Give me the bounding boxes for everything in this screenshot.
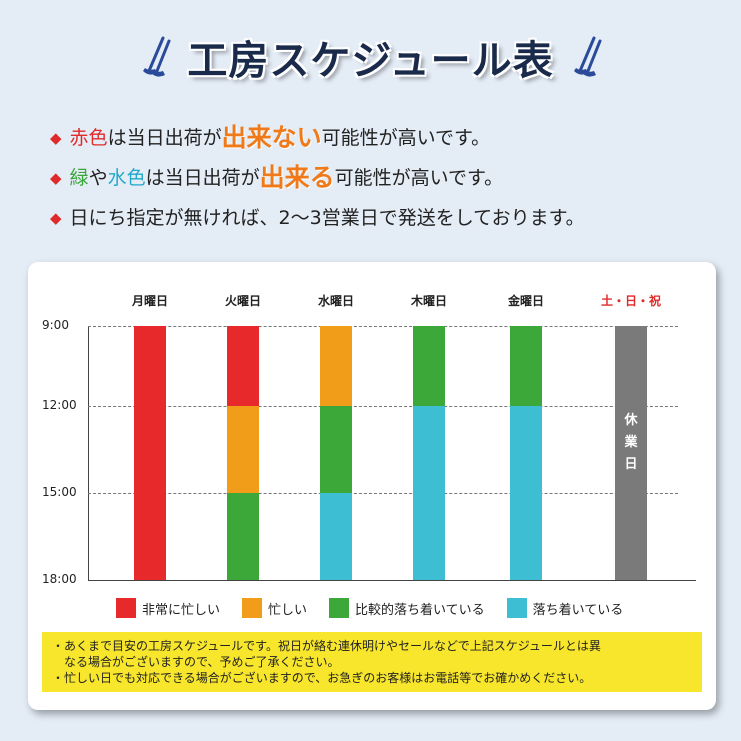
time-tick-label: 12:00	[42, 398, 77, 412]
note-line: ◆ 日にち指定が無ければ、2〜3営業日で発送をしております。	[50, 198, 585, 238]
gridline	[88, 406, 678, 407]
note-text: 水色	[107, 167, 146, 189]
legend-label: 非常に忙しい	[142, 602, 221, 618]
schedule-bar-segment	[320, 406, 352, 493]
note-line: ◆ 緑や水色 は当日出荷が 出来る 可能性が高いです。	[50, 158, 585, 198]
page-title: 工房スケジュール表	[187, 38, 554, 84]
schedule-bar-segment	[615, 326, 647, 580]
note-text: 緑	[69, 167, 89, 189]
legend-item: 比較的落ち着いている	[329, 598, 485, 618]
legend-label: 比較的落ち着いている	[355, 602, 485, 618]
schedule-bar-segment	[227, 326, 259, 406]
footnote-line: なる場合がございますので、予めご了承ください。	[52, 655, 340, 669]
day-label: 木曜日	[410, 294, 447, 308]
diamond-bullet-icon: ◆	[50, 209, 62, 227]
legend-swatch	[242, 598, 263, 618]
day-label: 金曜日	[507, 294, 544, 308]
day-label: 火曜日	[224, 294, 261, 308]
schedule-bar-segment	[413, 326, 445, 406]
closed-label-char: 日	[624, 457, 638, 472]
schedule-bar-segment	[413, 406, 445, 580]
footnote-line: ・あくまで目安の工房スケジュールです。祝日が絡む連休明けやセールなどで上記スケジ…	[52, 639, 601, 653]
note-text: 赤色	[69, 127, 108, 149]
notes-list: ◆ 赤色 は当日出荷が 出来ない 可能性が高いです。 ◆ 緑や水色 は当日出荷が 出来る 可能性が…	[50, 118, 585, 238]
legend-item: 落ち着いている	[506, 598, 624, 618]
footnote-line: ・忙しい日でも対応できる場合がございますので、お急ぎのお客様はお電話等でお確かめ…	[52, 671, 592, 685]
note-text: や	[88, 167, 108, 189]
schedule-bar-segment	[227, 493, 259, 580]
title-bar: 工房スケジュール表	[0, 28, 741, 86]
legend-swatch	[506, 598, 527, 618]
schedule-bar-segment	[320, 493, 352, 580]
x-axis	[88, 580, 696, 581]
time-tick-label: 18:00	[42, 572, 77, 586]
legend: 非常に忙しい 忙しい 比較的落ち着いている 落ち着いている	[116, 598, 623, 618]
legend-swatch	[329, 598, 350, 618]
golf-club-icon	[143, 36, 171, 77]
legend-item: 忙しい	[242, 598, 307, 618]
gridline	[88, 493, 678, 494]
schedule-bar-segment	[510, 406, 542, 580]
schedule-card: 非常に忙しい 忙しい 比較的落ち着いている 落ち着いている ・あくまで目安の工房スケジ…	[28, 262, 716, 710]
schedule-bar-segment	[320, 326, 352, 406]
day-label: 土・日・祝	[600, 294, 661, 308]
golf-club-icon	[573, 36, 602, 77]
note-text: 可能性が高いです。	[321, 127, 491, 149]
schedule-bar-segment	[510, 326, 542, 406]
note-text: は当日出荷が	[145, 167, 260, 189]
gridline	[88, 326, 678, 327]
legend-item: 非常に忙しい	[116, 598, 220, 618]
legend-label: 忙しい	[268, 602, 308, 618]
note-text: 日にち指定が無ければ、2〜3営業日で発送をしております。	[69, 207, 585, 229]
note-text: 出来る	[259, 163, 335, 192]
legend-swatch	[116, 598, 136, 618]
day-label: 月曜日	[131, 294, 168, 308]
note-text: 出来ない	[221, 123, 322, 152]
legend-label: 落ち着いている	[532, 602, 624, 618]
diamond-bullet-icon: ◆	[50, 129, 62, 147]
closed-label-char: 業	[624, 435, 638, 450]
closed-label-char: 休	[624, 413, 638, 428]
closed-label: 休業日	[615, 410, 647, 476]
note-text: 可能性が高いです。	[334, 167, 504, 189]
day-label: 水曜日	[317, 294, 354, 308]
note-text: は当日出荷が	[107, 127, 222, 149]
note-line: ◆ 赤色 は当日出荷が 出来ない 可能性が高いです。	[50, 118, 585, 158]
time-tick-label: 15:00	[42, 485, 77, 499]
y-axis	[88, 326, 89, 580]
footnote: ・あくまで目安の工房スケジュールです。祝日が絡む連休明けやセールなどで上記スケジ…	[42, 632, 702, 692]
diamond-bullet-icon: ◆	[50, 169, 62, 187]
time-tick-label: 9:00	[42, 318, 69, 332]
schedule-bar-segment	[134, 326, 166, 580]
schedule-bar-segment	[227, 406, 259, 493]
